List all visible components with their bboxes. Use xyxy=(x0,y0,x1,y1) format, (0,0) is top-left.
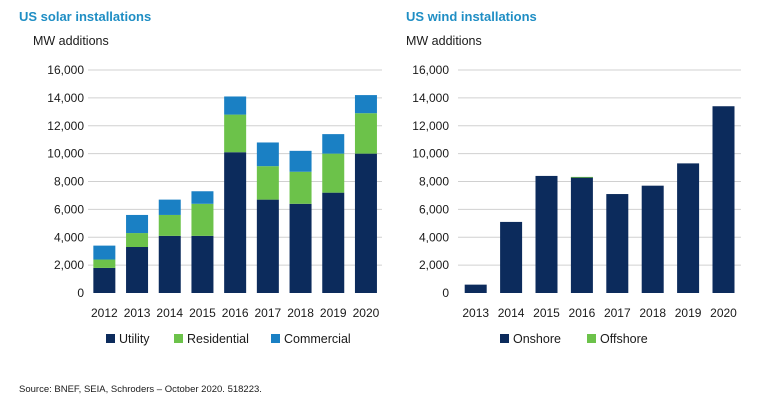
wind-x-tick-label: 2015 xyxy=(533,306,560,320)
solar-y-tick-label: 0 xyxy=(77,286,84,300)
solar-x-tick-label: 2020 xyxy=(353,306,380,320)
solar-x-tick-label: 2018 xyxy=(287,306,314,320)
solar-chart-title: US solar installations xyxy=(19,9,152,24)
wind-legend-label-onshore: Onshore xyxy=(513,332,561,346)
solar-bar-utility-2020 xyxy=(354,153,377,293)
solar-legend-label-commercial: Commercial xyxy=(284,332,351,346)
wind-y-tick-label: 2,000 xyxy=(419,258,449,272)
solar-bar-commercial-2016 xyxy=(224,96,247,115)
solar-bar-commercial-2015 xyxy=(191,191,214,204)
solar-bar-residential-2013 xyxy=(126,233,149,248)
wind-y-unit-label: MW additions xyxy=(406,34,482,48)
solar-legend-swatch-commercial xyxy=(271,334,280,343)
solar-x-tick-label: 2012 xyxy=(91,306,118,320)
solar-bar-utility-2019 xyxy=(322,192,345,293)
solar-legend-swatch-utility xyxy=(106,334,115,343)
solar-x-tick-label: 2016 xyxy=(222,306,249,320)
wind-bar-onshore-2019 xyxy=(677,163,700,293)
wind-chart-title: US wind installations xyxy=(406,9,537,24)
solar-bar-utility-2016 xyxy=(224,152,247,293)
solar-y-tick-label: 16,000 xyxy=(47,63,84,77)
solar-x-tick-label: 2015 xyxy=(189,306,216,320)
source-note: Source: BNEF, SEIA, Schroders – October … xyxy=(19,384,262,395)
wind-y-tick-label: 16,000 xyxy=(412,63,449,77)
wind-x-tick-label: 2018 xyxy=(639,306,666,320)
wind-bar-onshore-2020 xyxy=(712,106,735,293)
wind-x-tick-label: 2014 xyxy=(498,306,525,320)
solar-legend-label-utility: Utility xyxy=(119,332,150,346)
wind-bar-onshore-2014 xyxy=(500,221,523,293)
solar-y-tick-label: 4,000 xyxy=(54,230,84,244)
wind-y-tick-label: 0 xyxy=(442,286,449,300)
solar-x-tick-label: 2017 xyxy=(254,306,281,320)
wind-x-tick-label: 2013 xyxy=(462,306,489,320)
solar-bar-residential-2012 xyxy=(93,259,116,268)
solar-y-tick-label: 12,000 xyxy=(47,119,84,133)
solar-bar-utility-2012 xyxy=(93,267,116,293)
solar-bar-commercial-2019 xyxy=(322,134,345,154)
solar-bar-residential-2017 xyxy=(256,166,279,200)
wind-y-tick-label: 12,000 xyxy=(412,119,449,133)
wind-bar-offshore-2016 xyxy=(570,176,593,178)
wind-y-tick-label: 4,000 xyxy=(419,230,449,244)
solar-bar-commercial-2020 xyxy=(354,95,377,114)
solar-bar-commercial-2018 xyxy=(289,150,312,172)
solar-bar-utility-2015 xyxy=(191,235,214,293)
wind-legend-label-offshore: Offshore xyxy=(600,332,648,346)
solar-bar-utility-2018 xyxy=(289,203,312,293)
wind-x-tick-label: 2020 xyxy=(710,306,737,320)
wind-y-tick-label: 14,000 xyxy=(412,91,449,105)
solar-y-unit-label: MW additions xyxy=(33,34,109,48)
solar-bar-residential-2018 xyxy=(289,171,312,204)
wind-x-tick-label: 2019 xyxy=(675,306,702,320)
wind-bar-onshore-2015 xyxy=(535,175,558,293)
solar-bar-commercial-2012 xyxy=(93,245,116,260)
wind-bar-onshore-2013 xyxy=(464,284,487,293)
solar-bar-utility-2013 xyxy=(126,247,149,293)
wind-y-tick-label: 8,000 xyxy=(419,175,449,189)
solar-bar-residential-2019 xyxy=(322,153,345,193)
solar-bar-residential-2016 xyxy=(224,114,247,153)
solar-bar-residential-2015 xyxy=(191,203,214,236)
solar-x-tick-label: 2014 xyxy=(156,306,183,320)
wind-y-tick-label: 10,000 xyxy=(412,147,449,161)
solar-y-tick-label: 10,000 xyxy=(47,147,84,161)
solar-bar-residential-2014 xyxy=(158,214,181,236)
wind-bar-onshore-2016 xyxy=(570,177,593,293)
wind-x-tick-label: 2016 xyxy=(569,306,596,320)
solar-bar-utility-2017 xyxy=(256,199,279,293)
solar-y-tick-label: 2,000 xyxy=(54,258,84,272)
wind-legend-swatch-offshore xyxy=(587,334,596,343)
solar-bar-commercial-2014 xyxy=(158,199,181,215)
solar-y-tick-label: 14,000 xyxy=(47,91,84,105)
solar-bar-commercial-2013 xyxy=(126,214,149,234)
solar-legend-label-residential: Residential xyxy=(187,332,249,346)
solar-y-tick-label: 6,000 xyxy=(54,202,84,216)
solar-x-tick-label: 2013 xyxy=(124,306,151,320)
solar-x-tick-label: 2019 xyxy=(320,306,347,320)
solar-bar-utility-2014 xyxy=(158,235,181,293)
solar-bar-commercial-2017 xyxy=(256,142,279,167)
wind-x-tick-label: 2017 xyxy=(604,306,631,320)
wind-legend-swatch-onshore xyxy=(500,334,509,343)
wind-bar-onshore-2017 xyxy=(606,194,629,293)
wind-y-tick-label: 6,000 xyxy=(419,202,449,216)
solar-legend-swatch-residential xyxy=(174,334,183,343)
solar-bar-residential-2020 xyxy=(354,113,377,154)
wind-bar-onshore-2018 xyxy=(641,185,664,293)
solar-y-tick-label: 8,000 xyxy=(54,175,84,189)
